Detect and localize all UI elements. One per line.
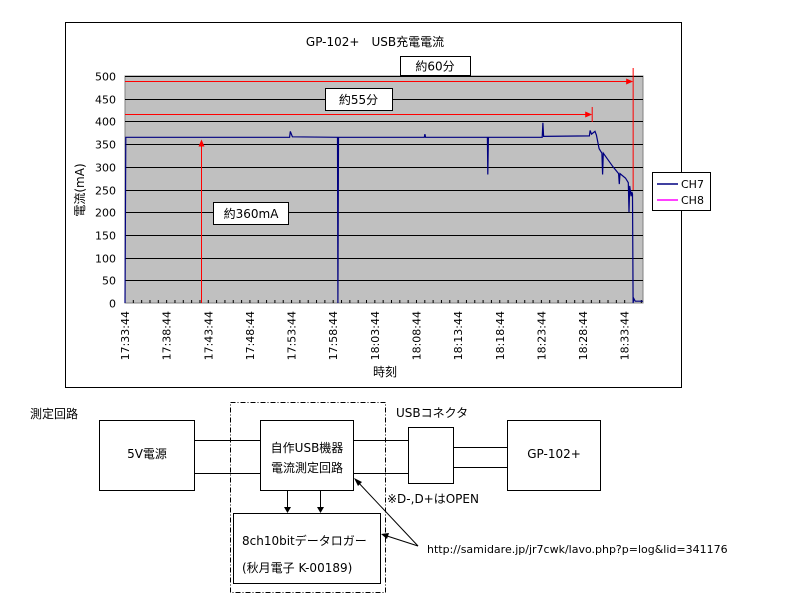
power-supply-box [99,420,195,491]
current-360ma-label-box [213,202,289,225]
y-tick-label: 300 [95,162,116,175]
legend-label-ch7: CH7 [681,178,704,191]
measurement-label-1: 自作USB機器 [271,440,344,455]
x-tick-label: 17:43:44 [202,311,215,360]
data-logger-box [233,513,381,584]
measurement-label-2: 電流測定回路 [271,460,343,475]
enclosure-dashed [230,402,386,593]
plot-area [124,75,644,304]
series-line-ch7 [124,122,643,304]
pointer-line [383,534,419,547]
x-tick-label: 18:08:44 [410,311,423,360]
series-layer [124,122,643,304]
x-tick-label: 18:18:44 [494,311,507,360]
x-tick-label: 18:03:44 [369,311,382,360]
current-360ma-label: 約360mA [224,206,280,221]
y-tick-label: 0 [109,298,116,311]
x-tick-label: 18:28:44 [577,311,590,360]
legend-label-ch8: CH8 [681,194,704,207]
pointer-line [355,479,419,547]
duration-60min-label-box [400,56,471,76]
x-tick-label: 17:53:44 [286,311,299,360]
y-tick-label: 450 [95,94,116,107]
y-tick-label: 250 [95,185,116,198]
x-tick-label: 17:33:44 [119,311,132,360]
y-tick-label: 100 [95,253,116,266]
y-axis-label: 電流(mA) [73,163,87,216]
duration-60min-arrowhead [626,78,634,85]
chart-title: GP-102+ USB充電電流 [306,34,444,49]
circuit-diagram: 測定回路 5V電源 自作USB機器 電流測定回路 USBコネクタ GP-102+… [30,402,728,593]
y-axis: 0 50 100 150 200 250 300 350 400 450 500 [95,71,116,311]
x-tick-label: 18:13:44 [452,311,465,360]
y-tick-label: 50 [102,275,116,288]
duration-55min-label: 約55分 [339,92,378,107]
gridlines [125,76,643,281]
power-supply-label: 5V電源 [127,447,167,461]
duration-55min-label-box [325,88,393,111]
legend-box [652,172,711,211]
device-label: GP-102+ [527,447,581,461]
x-axis-label: 時刻 [373,365,397,379]
y-tick-label: 350 [95,139,116,152]
y-tick-label: 500 [95,71,116,84]
logger-label-2: (秋月電子 K-00189) [242,561,352,575]
reference-url[interactable]: http://samidare.jp/jr7cwk/lavo.php?p=log… [427,543,728,556]
usb-connector-box [408,427,454,484]
legend: CH7 CH8 [652,172,711,211]
duration-55min-arrowhead [585,111,593,118]
diagram-title: 測定回路 [30,406,78,421]
y-tick-label: 150 [95,230,116,243]
connector-label: USBコネクタ [396,406,468,420]
current-360ma-arrowhead [198,139,205,147]
note-label: ※D-,D+はOPEN [387,492,479,506]
x-tick-label: 17:38:44 [161,311,174,360]
device-box [507,420,601,491]
y-tick-label: 200 [95,207,116,220]
x-tick-label: 17:48:44 [244,311,257,360]
x-tick-label: 17:58:44 [327,311,340,360]
y-tick-label: 400 [95,116,116,129]
duration-60min-label: 約60分 [415,59,454,74]
x-tick-label: 18:23:44 [535,311,548,360]
x-axis: 17:33:44 17:38:44 17:43:44 17:48:44 17:53:44… [119,300,642,360]
measurement-circuit-box [260,420,354,491]
logger-label-1: 8ch10bitデータロガー [242,533,367,548]
x-tick-label: 18:33:44 [619,311,632,360]
